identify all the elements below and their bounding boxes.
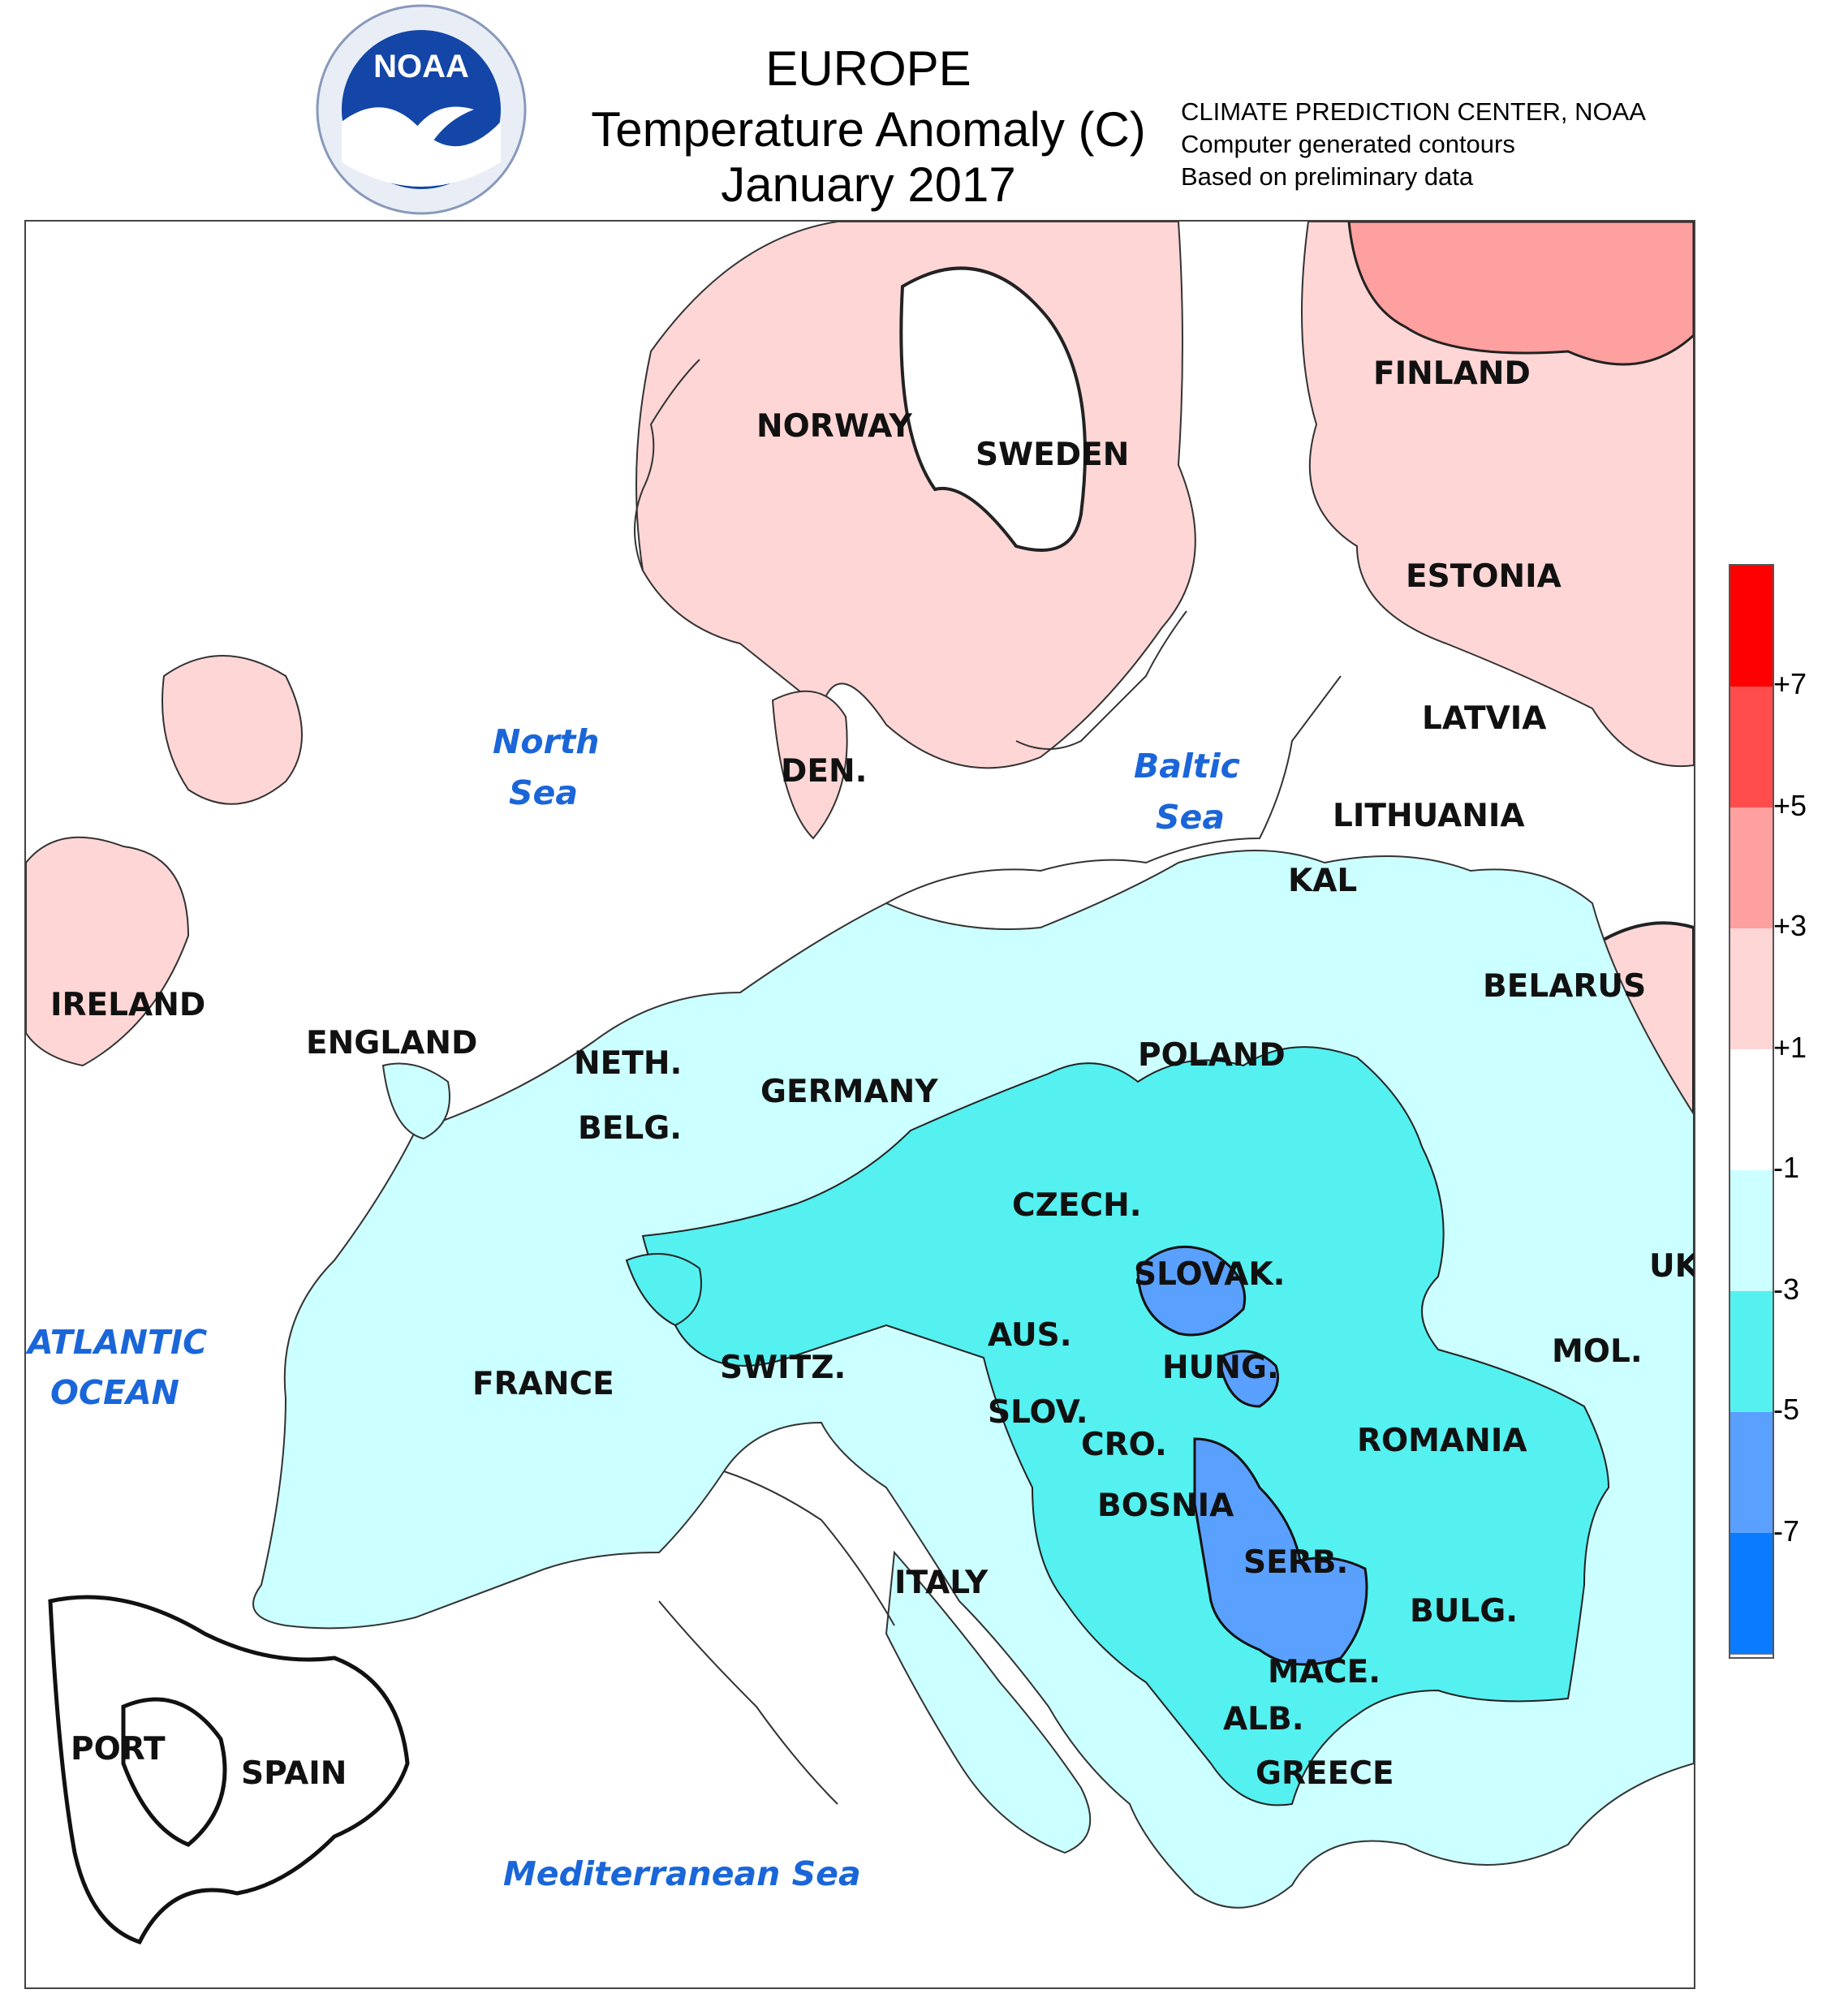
legend-swatch [1730, 1533, 1773, 1655]
anomaly-region-finland-deep [1347, 222, 1694, 366]
legend-swatch [1730, 807, 1773, 929]
label-belarus: BELARUS [1483, 968, 1646, 1005]
anomaly-region-eastcentral-cyan [641, 1046, 1610, 1806]
legend-tick-plus3: +3 [1773, 909, 1807, 942]
label-hungary: HUNG. [1162, 1350, 1279, 1386]
legend-swatch [1730, 1291, 1773, 1413]
anomaly-region-slovakia-blue [1136, 1245, 1247, 1337]
label-atlantic-1: ATLANTIC [26, 1323, 207, 1362]
label-switzerland: SWITZ. [720, 1350, 846, 1386]
legend-tick-minus1: -1 [1773, 1151, 1800, 1184]
label-romania: ROMANIA [1357, 1423, 1527, 1459]
label-atlantic-2: OCEAN [50, 1373, 179, 1412]
label-france: FRANCE [472, 1366, 614, 1402]
contour-iberia [48, 1595, 410, 1945]
legend-swatch [1730, 1049, 1773, 1171]
label-mediterranean-sea: Mediterranean Sea [503, 1854, 861, 1893]
label-moldova: MOL. [1552, 1333, 1643, 1370]
coastline-baltic [885, 675, 1342, 904]
label-serbia: SERB. [1243, 1544, 1348, 1581]
label-spain: SPAIN [241, 1755, 347, 1792]
label-norway: NORWAY [756, 408, 913, 445]
label-north-sea-2: Sea [509, 773, 578, 812]
label-greece: GREECE [1256, 1755, 1394, 1792]
legend-tick-plus1: +1 [1773, 1031, 1807, 1064]
legend-swatch [1730, 928, 1773, 1050]
anomaly-region-england-lightcyan [381, 1062, 450, 1140]
legend-tick-plus5: +5 [1773, 789, 1807, 822]
label-germany: GERMANY [760, 1074, 938, 1110]
title-variable: Temperature Anomaly (C) [591, 102, 1146, 157]
label-poland: POLAND [1138, 1037, 1286, 1074]
color-legend [1729, 564, 1774, 1659]
legend-tick-minus3: -3 [1773, 1272, 1800, 1306]
label-portugal: PORT [71, 1731, 166, 1768]
title-region: EUROPE [765, 41, 971, 96]
legend-tick-plus7: +7 [1773, 667, 1807, 700]
anomaly-map: NORWAY SWEDEN FINLAND ESTONIA LATVIA LIT… [24, 220, 1695, 1989]
anomaly-region-ireland-pink [26, 836, 190, 1067]
label-baltic-sea-1: Baltic [1134, 747, 1240, 786]
anomaly-region-italy-lightcyan [885, 1550, 1092, 1854]
legend-swatch [1730, 1170, 1773, 1292]
label-england: ENGLAND [306, 1025, 477, 1061]
anomaly-region-sweden-white [899, 266, 1087, 552]
legend-tick-minus5: -5 [1773, 1393, 1800, 1426]
anomaly-region-denmark-pink [771, 690, 848, 840]
coastline-italy [658, 1471, 895, 1805]
label-netherlands: NETH. [574, 1045, 682, 1082]
label-italy: ITALY [894, 1565, 989, 1601]
label-sweden: SWEDEN [976, 437, 1129, 473]
label-ukraine: UK [1649, 1248, 1694, 1285]
label-macedonia: MACE. [1268, 1654, 1381, 1690]
anomaly-region-hungary-blue [1217, 1350, 1279, 1408]
legend-swatch [1730, 1412, 1773, 1534]
legend-tick-minus7: -7 [1773, 1514, 1800, 1548]
label-lithuania: LITHUANIA [1333, 798, 1525, 834]
anomaly-region-serbia-blue [1193, 1437, 1368, 1666]
credit-agency: CLIMATE PREDICTION CENTER, NOAA [1181, 97, 1646, 126]
label-croatia: CRO. [1081, 1427, 1167, 1463]
label-kal: KAL [1288, 863, 1357, 899]
label-finland: FINLAND [1373, 355, 1531, 392]
legend-swatch [1730, 687, 1773, 808]
noaa-logo: NOAA [312, 0, 531, 219]
label-baltic-sea-2: Sea [1156, 798, 1225, 837]
label-north-sea-1: North [493, 722, 600, 761]
noaa-logo-text: NOAA [373, 49, 469, 84]
label-austria: AUS. [988, 1317, 1072, 1354]
label-slovenia: SLOV. [988, 1394, 1088, 1431]
map-canvas: NORWAY SWEDEN FINLAND ESTONIA LATVIA LIT… [26, 222, 1694, 1945]
label-albania: ALB. [1223, 1701, 1304, 1737]
label-bosnia: BOSNIA [1097, 1488, 1234, 1524]
label-czech: CZECH. [1012, 1187, 1142, 1224]
coastline-scandinavia [634, 359, 1187, 750]
legend-swatch [1730, 566, 1773, 687]
anomaly-region-westalps-cyan [625, 1253, 702, 1327]
label-ireland: IRELAND [50, 987, 205, 1023]
label-latvia: LATVIA [1422, 700, 1547, 737]
anomaly-region-scotland-pink [162, 655, 303, 805]
contour-iberia-inner [121, 1697, 227, 1847]
label-belgium: BELG. [578, 1110, 682, 1147]
label-estonia: ESTONIA [1406, 558, 1562, 595]
credit-contours: Computer generated contours [1181, 130, 1515, 158]
label-slovakia: SLOVAK. [1134, 1256, 1285, 1293]
label-denmark: DEN. [781, 753, 867, 790]
label-bulgaria: BULG. [1410, 1593, 1518, 1630]
credit-data-note: Based on preliminary data [1181, 162, 1474, 191]
title-date: January 2017 [721, 157, 1016, 212]
